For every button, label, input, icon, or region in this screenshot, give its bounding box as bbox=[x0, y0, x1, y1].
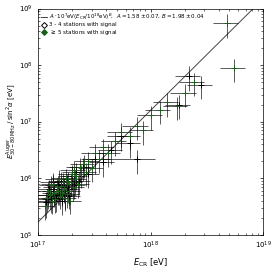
Legend: $A \cdot 10^7\mathrm{eV}(E_{\mathrm{CR}}/10^{18}\mathrm{eV})^B$,  $A = 1.58 \pm : $A \cdot 10^7\mathrm{eV}(E_{\mathrm{CR}}… bbox=[39, 10, 206, 38]
$A \cdot 10^7\mathrm{eV}(E_{\mathrm{CR}}/10^{18}\mathrm{eV})^B$,  $A = 1.58 \pm 0.07$, $B = 1.98 \pm 0.04$ bbox=[226, 32, 230, 35]
Y-axis label: $E^{\mathrm{Auger}}_{30-80\,\mathrm{MHz}}\,/\,\sin^2\!\alpha$ [eV]: $E^{\mathrm{Auger}}_{30-80\,\mathrm{MHz}… bbox=[4, 84, 18, 159]
X-axis label: $E_{\mathrm{CR}}$ [eV]: $E_{\mathrm{CR}}$ [eV] bbox=[133, 256, 168, 269]
$A \cdot 10^7\mathrm{eV}(E_{\mathrm{CR}}/10^{18}\mathrm{eV})^B$,  $A = 1.58 \pm 0.07$, $B = 1.98 \pm 0.04$ bbox=[138, 119, 142, 123]
$A \cdot 10^7\mathrm{eV}(E_{\mathrm{CR}}/10^{18}\mathrm{eV})^B$,  $A = 1.58 \pm 0.07$, $B = 1.98 \pm 0.04$ bbox=[154, 104, 157, 107]
$A \cdot 10^7\mathrm{eV}(E_{\mathrm{CR}}/10^{18}\mathrm{eV})^B$,  $A = 1.58 \pm 0.07$, $B = 1.98 \pm 0.04$ bbox=[168, 90, 171, 93]
$A \cdot 10^7\mathrm{eV}(E_{\mathrm{CR}}/10^{18}\mathrm{eV})^B$,  $A = 1.58 \pm 0.07$, $B = 1.98 \pm 0.04$ bbox=[14, 243, 17, 246]
$A \cdot 10^7\mathrm{eV}(E_{\mathrm{CR}}/10^{18}\mathrm{eV})^B$,  $A = 1.58 \pm 0.07$, $B = 1.98 \pm 0.04$ bbox=[137, 121, 140, 124]
Line: $A \cdot 10^7\mathrm{eV}(E_{\mathrm{CR}}/10^{18}\mathrm{eV})^B$,  $A = 1.58 \pm 0.07$, $B = 1.98 \pm 0.04$: $A \cdot 10^7\mathrm{eV}(E_{\mathrm{CR}}… bbox=[15, 0, 275, 245]
